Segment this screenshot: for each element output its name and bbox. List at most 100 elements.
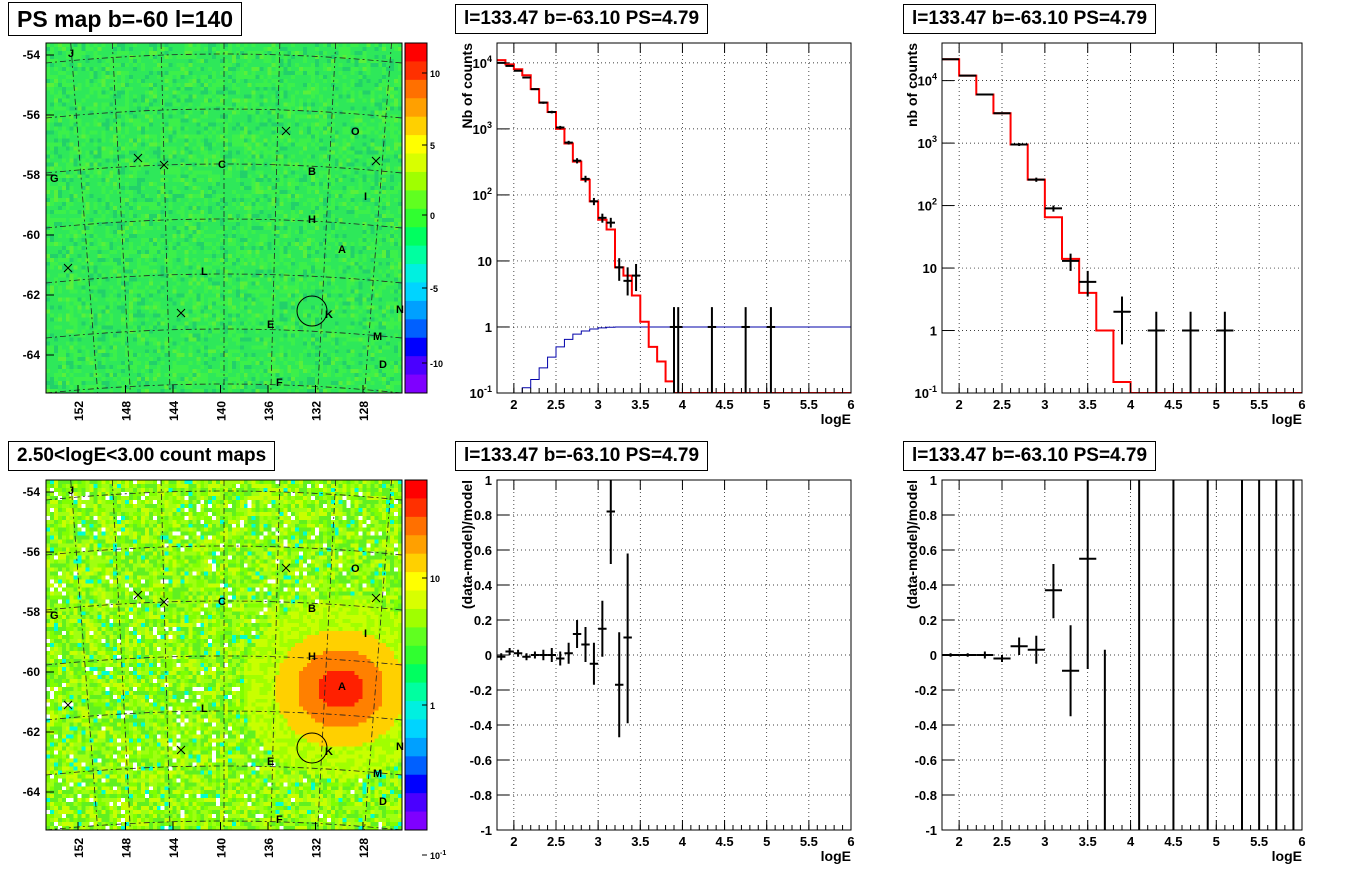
colorbar-swatch — [405, 190, 427, 210]
x-tick-label: 3.5 — [631, 834, 649, 849]
map-source-label-M: M — [373, 768, 382, 780]
map-latitude-line — [45, 710, 403, 721]
x-tick-label: 2 — [510, 397, 517, 412]
y-tick-label: 0.6 — [919, 543, 937, 558]
y-tick-label: 0.2 — [474, 613, 492, 628]
colorbar-swatch — [405, 374, 427, 394]
map-x-tick-label: 136 — [262, 401, 276, 421]
y-tick-label: 10-1 — [470, 384, 492, 401]
map-latitude-line — [45, 273, 403, 284]
map-x-tick-label: 128 — [357, 401, 371, 421]
map-x-tick-label: 148 — [120, 401, 134, 421]
plot-area — [942, 480, 1302, 830]
map-latitude-line — [45, 328, 403, 339]
map-latitude-line — [45, 765, 403, 776]
colorbar-swatch — [405, 737, 427, 757]
x-tick-label: 5 — [763, 834, 770, 849]
colorbar-swatch — [405, 793, 427, 813]
plot-panel-2: 2 2.5 3 3.5 4 4.5 5 5.5 610410310210110-1logENb … — [459, 42, 855, 427]
y-tick-label: 0.4 — [919, 578, 938, 593]
map-source-label-O: O — [351, 126, 360, 138]
x-tick-label: 2 — [956, 834, 963, 849]
plot-panel-5: 2 2.5 3 3.5 4 4.5 5 5.5 6 1 0.8 0.6 0.4 0.2 0 -0.2 -0.4 -… — [904, 473, 1306, 864]
y-tick-label: 1 — [485, 320, 492, 335]
x-axis-label: logE — [1272, 848, 1302, 864]
map-source-label-C: C — [218, 596, 226, 608]
map-source-label-L: L — [201, 703, 208, 715]
y-tick-label: 0 — [930, 648, 937, 663]
x-tick-label: 3 — [1041, 397, 1048, 412]
colorbar-swatch — [405, 153, 427, 173]
colorbar-swatch — [405, 535, 427, 555]
colorbar-tick-label: 10 — [430, 574, 440, 584]
y-tick-label: -0.6 — [915, 753, 937, 768]
map-latitude-line — [45, 490, 403, 501]
y-tick-label: -0.2 — [470, 683, 492, 698]
x-tick-label: 3.5 — [631, 397, 649, 412]
map-longitude-line — [364, 479, 392, 831]
colorbar-swatch — [405, 98, 427, 118]
y-tick-label: 104 — [918, 72, 937, 89]
reference-histogram — [513, 326, 851, 393]
colorbar-tick-label: -5 — [430, 284, 438, 294]
map-longitude-line — [111, 479, 131, 831]
y-tick-label: 1 — [485, 473, 492, 488]
residual-right-title: l=133.47 b=-63.10 PS=4.79 — [903, 441, 1157, 471]
y-tick-label: 0 — [485, 648, 492, 663]
y-tick-label: 10 — [923, 261, 937, 276]
map-x-tick-label: 140 — [215, 401, 229, 421]
map-x-tick-label: 152 — [72, 401, 86, 421]
y-tick-label: 103 — [918, 134, 937, 151]
colorbar-swatch — [405, 608, 427, 628]
colorbar-swatch — [405, 227, 427, 247]
map-frame — [45, 42, 403, 394]
map-source-label-F: F — [276, 814, 283, 826]
map-target-circle — [296, 295, 328, 327]
map-y-tick-label: -54 — [23, 48, 41, 62]
y-tick-label: 0.4 — [474, 578, 493, 593]
map-source-label-E: E — [267, 756, 274, 768]
map-source-label-N: N — [396, 304, 404, 316]
map-source-cross — [371, 593, 381, 603]
sky-map-1: -54 -56 -58 -60 -62 -64 152 148 144 140 136 132 128 J… — [23, 479, 446, 861]
map-source-label-D: D — [379, 359, 387, 371]
x-tick-label: 6 — [1298, 834, 1305, 849]
y-tick-label: -0.2 — [915, 683, 937, 698]
map-frame — [45, 479, 403, 831]
map-source-cross — [371, 156, 381, 166]
y-axis-label: nb of counts — [904, 43, 920, 127]
map-y-tick-label: -64 — [23, 785, 41, 799]
x-tick-label: 5.5 — [1250, 397, 1268, 412]
colorbar-swatch — [405, 282, 427, 302]
colorbar-tick-label: 10 — [430, 69, 440, 79]
colorbar-swatch — [405, 553, 427, 573]
colorbar-swatch — [405, 590, 427, 610]
x-tick-label: 5 — [1213, 834, 1220, 849]
x-axis-label: logE — [1272, 411, 1302, 427]
colorbar-swatch — [405, 701, 427, 720]
colorbar-swatch — [405, 356, 427, 376]
map-source-label-O: O — [351, 563, 360, 575]
x-tick-label: 2.5 — [547, 834, 565, 849]
colorbar-swatch — [405, 811, 427, 831]
y-tick-label: 0.6 — [474, 543, 492, 558]
colorbar-swatch — [405, 171, 427, 191]
x-axis-label: logE — [821, 848, 851, 864]
plot-panel-3: 2 2.5 3 3.5 4 4.5 5 5.5 610410310210110-1logEnb … — [904, 42, 1306, 427]
map-longitude-line — [317, 42, 337, 394]
map-source-label-E: E — [267, 319, 274, 331]
y-tick-label: 102 — [473, 186, 492, 203]
x-tick-label: 3.5 — [1079, 834, 1097, 849]
x-tick-label: 2 — [956, 397, 963, 412]
colorbar-swatch — [405, 245, 427, 265]
model-histogram — [497, 59, 851, 393]
y-tick-label: 104 — [473, 54, 492, 71]
map-y-tick-label: -60 — [23, 228, 41, 242]
y-axis-label: Nb of counts — [459, 43, 475, 129]
map-x-tick-label: 140 — [215, 838, 229, 858]
x-tick-label: 6 — [847, 397, 854, 412]
x-tick-label: 4 — [679, 834, 687, 849]
ps-map-title: PS map b=-60 l=140 — [8, 2, 243, 36]
plot-area — [497, 480, 851, 830]
